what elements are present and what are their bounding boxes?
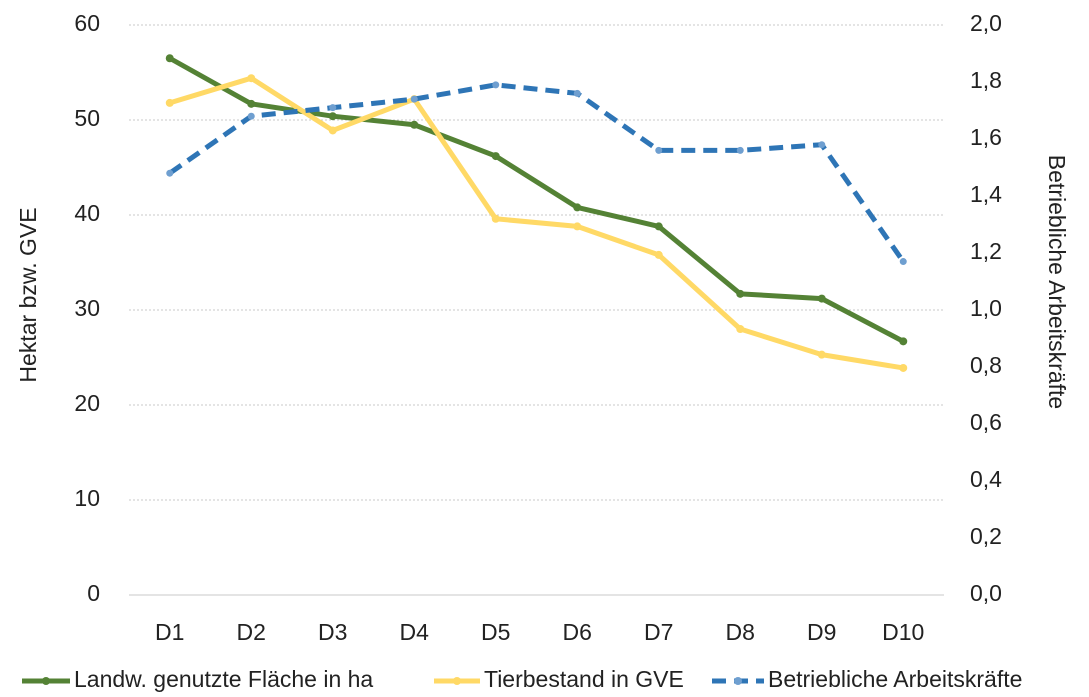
- y2-tick-label: 2,0: [970, 10, 1002, 36]
- data-point: [165, 54, 174, 63]
- y2-tick-label: 0,6: [970, 409, 1002, 435]
- data-point: [491, 214, 500, 223]
- data-point: [655, 146, 663, 154]
- y2-tick-label: 0,0: [970, 580, 1002, 606]
- y2-tick-label: 1,4: [970, 181, 1002, 207]
- x-tick-label: D2: [237, 619, 266, 645]
- series-line: [169, 75, 904, 371]
- y-tick-label: 10: [74, 485, 100, 511]
- y-tick-label: 30: [74, 295, 100, 321]
- y2-tick-label: 1,0: [970, 295, 1002, 321]
- series-line: [168, 56, 905, 344]
- x-tick-label: D3: [318, 619, 347, 645]
- data-point: [899, 337, 908, 346]
- y2-tick-label: 1,6: [970, 124, 1002, 150]
- y-tick-label: 0: [87, 580, 100, 606]
- y2-tick-label: 1,2: [970, 238, 1002, 264]
- legend-marker: [453, 677, 461, 685]
- x-tick-label: D5: [481, 619, 510, 645]
- legend-label: Tierbestand in GVE: [484, 666, 684, 692]
- data-point: [573, 222, 582, 231]
- y-axis-title: Hektar bzw. GVE: [15, 207, 41, 382]
- y2-tick-label: 0,4: [970, 466, 1002, 492]
- data-point: [654, 250, 663, 259]
- x-tick-label: D6: [563, 619, 592, 645]
- x-tick-label: D10: [882, 619, 924, 645]
- data-point: [247, 74, 256, 83]
- data-point: [573, 203, 582, 212]
- data-point: [899, 363, 908, 372]
- x-tick-label: D7: [644, 619, 673, 645]
- data-point: [328, 126, 337, 135]
- y-tick-label: 60: [74, 10, 100, 36]
- legend-label: Landw. genutzte Fläche in ha: [74, 666, 373, 692]
- data-point: [329, 104, 337, 112]
- data-point: [736, 289, 745, 298]
- y-tick-label: 20: [74, 390, 100, 416]
- data-point: [247, 112, 255, 120]
- data-point: [166, 169, 174, 177]
- data-point: [736, 146, 744, 154]
- x-tick-label: D8: [726, 619, 755, 645]
- data-point: [818, 141, 826, 149]
- x-tick-label: D9: [807, 619, 836, 645]
- data-point: [410, 95, 418, 103]
- data-point: [573, 89, 581, 97]
- x-tick-label: D4: [400, 619, 430, 645]
- legend-marker: [42, 677, 50, 685]
- data-point: [654, 222, 663, 231]
- y2-axis-title: Betriebliche Arbeitskräfte: [1044, 155, 1070, 409]
- legend-label: Betriebliche Arbeitskräfte: [768, 666, 1022, 692]
- y-tick-label: 50: [74, 105, 100, 131]
- data-point: [899, 258, 907, 266]
- data-point: [817, 294, 826, 303]
- data-point: [492, 81, 500, 89]
- x-tick-label: D1: [155, 619, 184, 645]
- data-point: [410, 120, 419, 129]
- data-point: [247, 99, 256, 108]
- legend-marker: [734, 677, 742, 685]
- data-point: [817, 350, 826, 359]
- data-point: [736, 325, 745, 333]
- data-point: [491, 152, 500, 161]
- y2-tick-label: 1,8: [970, 67, 1002, 93]
- series-line: [168, 82, 906, 263]
- y2-tick-label: 0,8: [970, 352, 1002, 378]
- data-point: [165, 98, 174, 107]
- y-tick-label: 40: [74, 200, 100, 226]
- y2-tick-label: 0,2: [970, 523, 1002, 549]
- data-point: [328, 112, 337, 121]
